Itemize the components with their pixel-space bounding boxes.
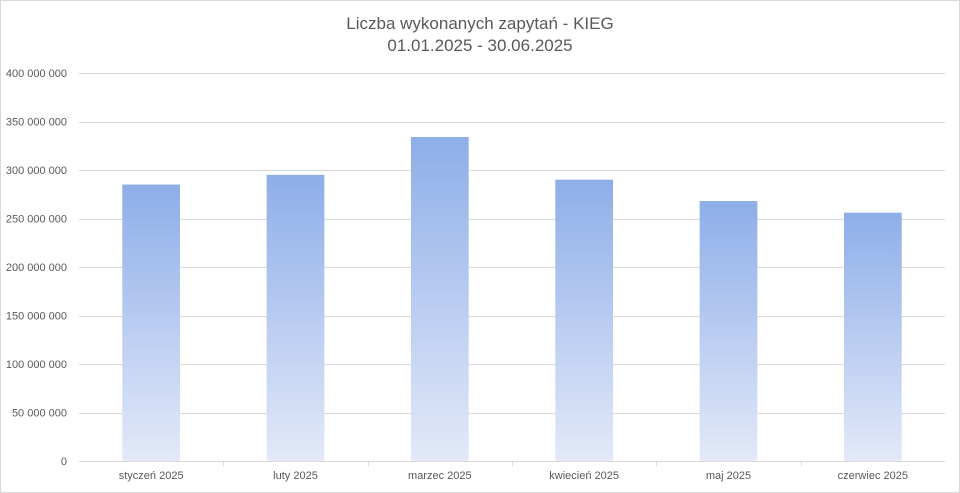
bar — [410, 137, 469, 461]
axes: 0 50 000 000 100 000 000 150 000 000 200 000… — [6, 68, 945, 482]
gridlines — [79, 73, 945, 414]
bar — [699, 201, 758, 462]
x-tick-label: kwiecień 2025 — [549, 470, 619, 482]
bar — [122, 184, 181, 462]
y-tick-label: 300 000 000 — [6, 165, 67, 177]
y-tick-label: 100 000 000 — [6, 359, 67, 371]
bar — [555, 179, 614, 461]
x-tick-label: styczeń 2025 — [119, 470, 184, 482]
y-tick-label: 0 — [61, 456, 67, 468]
bar — [266, 174, 325, 461]
y-tick-label: 350 000 000 — [6, 117, 67, 129]
x-tick-label: maj 2025 — [706, 470, 751, 482]
bars — [122, 137, 902, 462]
y-tick-label: 50 000 000 — [12, 408, 67, 420]
y-tick-label: 250 000 000 — [6, 214, 67, 226]
x-tick-label: czerwiec 2025 — [838, 470, 908, 482]
bar — [843, 212, 902, 461]
y-tick-label: 150 000 000 — [6, 311, 67, 323]
x-tick-label: luty 2025 — [273, 470, 318, 482]
chart-title: Liczba wykonanych zapytań - KIEG — [346, 14, 614, 33]
x-tick-label: marzec 2025 — [408, 470, 472, 482]
y-tick-label: 400 000 000 — [6, 68, 67, 80]
chart-subtitle: 01.01.2025 - 30.06.2025 — [387, 36, 573, 55]
y-tick-label: 200 000 000 — [6, 262, 67, 274]
